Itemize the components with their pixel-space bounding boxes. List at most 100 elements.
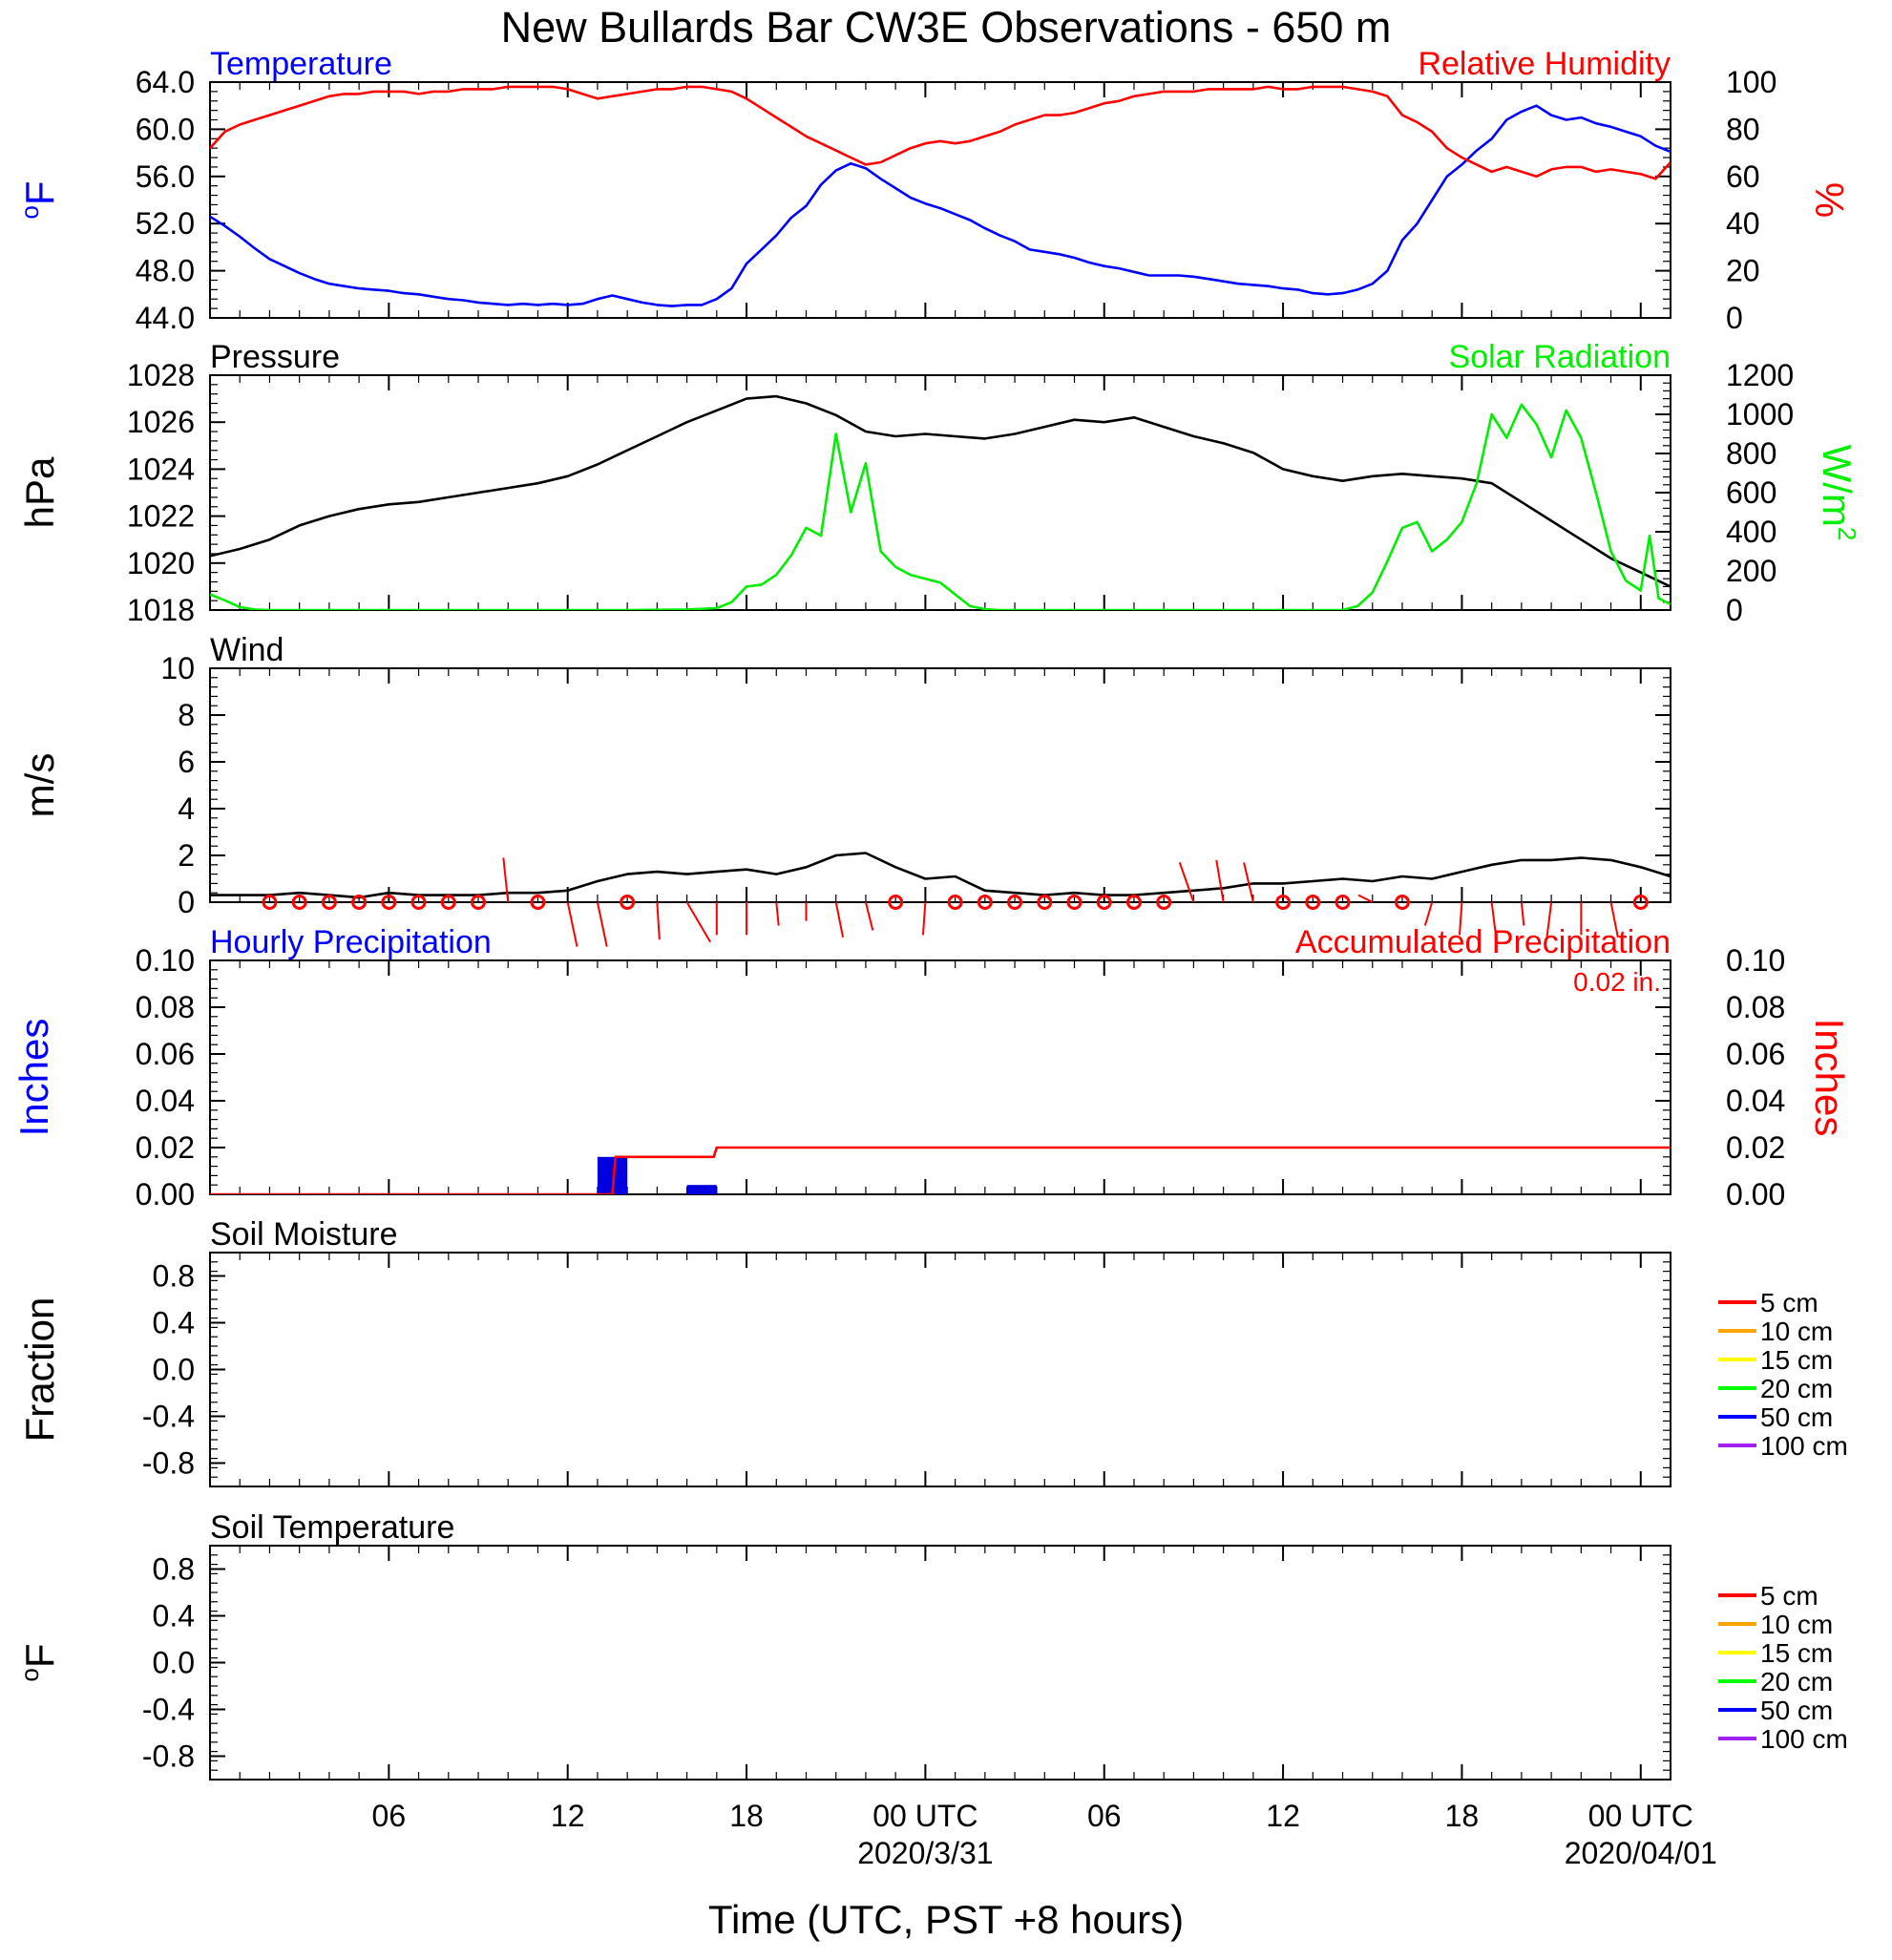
precip-bar	[686, 1185, 717, 1194]
wind-barb-calm	[1335, 895, 1351, 910]
wind-barb-calm	[1275, 895, 1292, 910]
soil_temp-legend-label: 10 cm	[1760, 1610, 1833, 1639]
wind-barb-calm	[1125, 895, 1142, 910]
precip-data	[210, 1146, 1671, 1194]
wind-barb	[1490, 901, 1498, 940]
x-axis-label: Time (UTC, PST +8 hours)	[708, 1897, 1184, 1942]
soil_moisture-left-tick-label: -0.8	[142, 1446, 195, 1481]
wind-barb-calm	[321, 895, 337, 910]
wind-barb-calm	[947, 895, 963, 910]
temp_rh-right-tick-label: 80	[1726, 112, 1760, 146]
soil_temp-left-tick-label: 0.4	[153, 1599, 195, 1633]
wind-barb-calm	[262, 895, 278, 910]
wind-barb	[1357, 894, 1374, 903]
wind-barb-calm	[440, 895, 456, 910]
soil_temp-legend-label: 15 cm	[1760, 1638, 1833, 1668]
temp_rh-data	[210, 85, 1671, 307]
pressure_solar-left-tick-label: 1018	[127, 593, 195, 627]
wind-barb-calm	[1394, 895, 1410, 910]
wind-barb	[596, 901, 608, 947]
pressure_solar-left-tick-label: 1022	[127, 499, 195, 534]
wind-barb-calm	[351, 895, 368, 910]
pressure_solar-right-tick-label: 600	[1726, 475, 1776, 510]
panel-pressure_solar: 1018 1020 1022 1024 1026 1028 0 200 400 600 800 100…	[17, 339, 1861, 627]
series-accumulated-precipitation	[210, 1146, 1671, 1194]
wind-barb	[1243, 862, 1254, 903]
unit-letter: F	[17, 180, 62, 205]
soil_temp-frame	[209, 1545, 1671, 1781]
wind-barb-calm	[381, 895, 397, 910]
wind-barb-calm	[530, 895, 546, 910]
soil_moisture-frame	[209, 1252, 1671, 1487]
wind-barb	[1178, 862, 1195, 903]
temp_rh-left-title: Temperature	[210, 46, 392, 82]
wind-left-tick-label: 4	[178, 791, 195, 826]
precip-right-tick-label: 0.06	[1726, 1037, 1785, 1071]
wind-barb	[775, 901, 780, 926]
soil_moisture-left-tick-label: -0.4	[142, 1400, 195, 1434]
pressure_solar-right-tick-label: 200	[1726, 554, 1776, 588]
wind-barb	[685, 901, 711, 943]
wind-left-tick-label: 0	[178, 885, 195, 919]
precip-right-tick-label: 0.04	[1726, 1084, 1785, 1118]
precip-left-unit: Inches	[11, 1019, 56, 1137]
wind-barb-calm	[1305, 895, 1321, 910]
pressure_solar-left-tick-label: 1024	[127, 452, 195, 486]
wind-data	[210, 852, 1671, 899]
precip-frame	[209, 959, 1671, 1195]
temp_rh-right-unit: %	[1807, 182, 1852, 218]
pressure_solar-frame	[209, 374, 1671, 611]
wind-barb	[1423, 901, 1434, 926]
soil_temp-left-tick-label: -0.4	[142, 1693, 195, 1727]
series-relative-humidity	[210, 85, 1671, 180]
soil_temp-legend-label: 100 cm	[1760, 1724, 1848, 1754]
chart-title: New Bullards Bar CW3E Observations - 650…	[501, 3, 1392, 52]
wind-barb	[1545, 901, 1553, 940]
pressure_solar-right-tick-label: 1000	[1726, 397, 1794, 432]
soil_moisture-legend-label: 100 cm	[1760, 1431, 1848, 1461]
wind-barb	[1215, 859, 1225, 903]
wind-barb	[834, 901, 845, 938]
precip-right-tick-label: 0.02	[1726, 1130, 1785, 1165]
temp_rh-right-tick-label: 60	[1726, 159, 1760, 194]
x-tick-label: 06	[1087, 1799, 1122, 1833]
precip-left-tick-label: 0.08	[136, 990, 195, 1024]
panels: 44.048.052.056.060.064.0020406080100Temp…	[11, 46, 1861, 1781]
precip-left-tick-label: 0.10	[136, 943, 195, 978]
wind-barb	[502, 857, 510, 903]
wind-barb	[864, 901, 874, 931]
precip-left-tick-label: 0.00	[136, 1177, 195, 1212]
soil_temp-left-tick-label: 0.8	[153, 1552, 195, 1587]
pressure_solar-right-tick-label: 400	[1726, 515, 1776, 549]
soil_moisture-legend-label: 15 cm	[1760, 1345, 1833, 1375]
precip-right-tick-label: 0.00	[1726, 1177, 1785, 1212]
x-tick-label: 06	[372, 1799, 407, 1833]
wind-barb-calm	[1156, 895, 1172, 910]
wind-barb	[1520, 901, 1525, 926]
wind-barb-calm	[888, 895, 904, 910]
series-temperature	[210, 104, 1671, 307]
wind-barb	[566, 901, 578, 947]
series-pressure	[210, 394, 1671, 588]
pressure_solar-left-tick-label: 1026	[127, 405, 195, 439]
temp_rh-left-tick-label: 60.0	[136, 112, 195, 146]
soil_moisture-left-tick-label: 0.0	[153, 1353, 195, 1387]
unit-letter: F	[17, 1643, 62, 1668]
soil_moisture-left-tick-label: 0.4	[153, 1306, 195, 1340]
wind-left-tick-label: 10	[160, 651, 195, 685]
soil_moisture-left-tick-label: 0.8	[153, 1259, 195, 1294]
pressure_solar-right-tick-label: 1200	[1726, 358, 1794, 392]
temp_rh-left-tick-label: 52.0	[136, 206, 195, 241]
x-tick-label: 12	[551, 1799, 585, 1833]
temp_rh-left-tick-label: 48.0	[136, 254, 195, 288]
x-tick-label: 00 UTC	[872, 1799, 978, 1833]
precip-right-tick-label: 0.10	[1726, 943, 1785, 978]
wind-barb-calm	[410, 895, 427, 910]
soil_moisture-legend-label: 5 cm	[1760, 1288, 1818, 1317]
temp_rh-right-tick-label: 0	[1726, 301, 1743, 335]
precip-right-unit: Inches	[1807, 1019, 1852, 1137]
wind-barb	[1609, 901, 1619, 938]
precip-right-tick-label: 0.08	[1726, 990, 1785, 1024]
pressure_solar-right-unit: W/m2	[1815, 445, 1861, 541]
